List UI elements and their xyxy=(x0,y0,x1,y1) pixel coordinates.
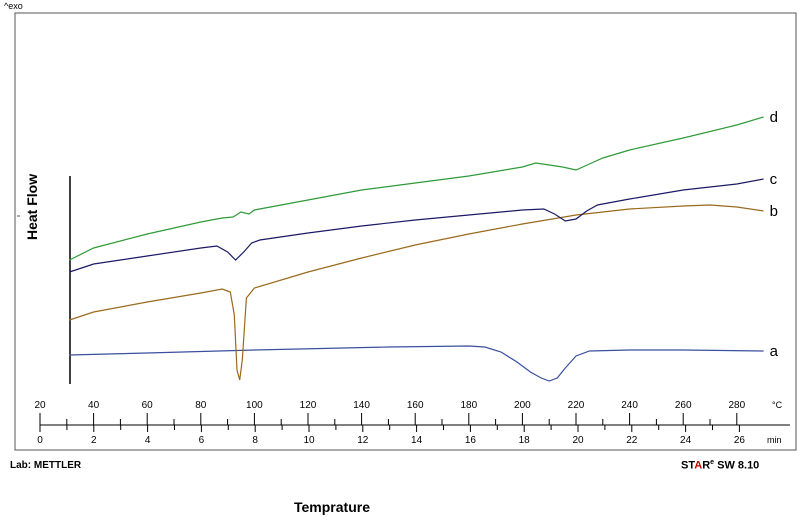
series-d-label: d xyxy=(770,109,778,126)
top-axis-ticks: 20 40 60 80 100 120 140 160 180 200 220 240 260 280 xyxy=(34,400,746,425)
bottom-axis-ticks: 0 2 4 6 8 10 12 14 16 18 20 22 24 26 xyxy=(37,425,745,446)
series-d-line xyxy=(69,116,764,261)
top-tick-label-220: 220 xyxy=(568,400,585,411)
bottom-tick-label-2: 2 xyxy=(91,435,97,446)
top-tick-label-100: 100 xyxy=(246,400,263,411)
series-b-label: b xyxy=(770,203,778,220)
bottom-tick-label-6: 6 xyxy=(199,435,205,446)
bottom-tick-label-22: 22 xyxy=(626,435,638,446)
bottom-tick-label-4: 4 xyxy=(145,435,151,446)
software-prefix: ST xyxy=(681,459,695,472)
bottom-tick-label-26: 26 xyxy=(734,435,746,446)
lab-label: Lab: METTLER xyxy=(10,460,82,471)
top-tick-label-120: 120 xyxy=(300,400,317,411)
bottom-tick-label-12: 12 xyxy=(357,435,369,446)
series-labels: a bc d xyxy=(770,109,779,360)
bottom-tick-label-24: 24 xyxy=(680,435,692,446)
top-tick-label-200: 200 xyxy=(514,400,531,411)
top-tick-label-60: 60 xyxy=(142,400,154,411)
software-version: SW 8.10 xyxy=(714,459,760,472)
bottom-tick-label-8: 8 xyxy=(252,435,258,446)
bottom-tick-label-10: 10 xyxy=(303,435,315,446)
bottom-tick-label-14: 14 xyxy=(411,435,423,446)
x-axis-label: Temprature xyxy=(294,499,370,515)
bottom-tick-label-20: 20 xyxy=(572,435,584,446)
bottom-tick-label-18: 18 xyxy=(519,435,531,446)
software-super: e xyxy=(710,459,715,466)
series-a-line xyxy=(69,345,764,382)
software-suffix: R xyxy=(702,459,711,472)
bottom-axis-unit: min xyxy=(767,435,782,445)
top-tick-label-240: 240 xyxy=(621,400,638,411)
top-tick-label-280: 280 xyxy=(728,400,745,411)
top-tick-label-180: 180 xyxy=(460,400,477,411)
exo-label: ^exo xyxy=(4,1,23,11)
series-b-line xyxy=(69,204,764,381)
plot-frame xyxy=(14,12,797,451)
software-label: STARe SW 8.10 xyxy=(681,459,759,472)
series-a-label: a xyxy=(770,343,779,360)
top-tick-label-160: 160 xyxy=(407,400,424,411)
top-tick-label-40: 40 xyxy=(88,400,100,411)
bottom-tick-label-16: 16 xyxy=(465,435,477,446)
series-c-line xyxy=(69,178,764,273)
bottom-tick-label-0: 0 xyxy=(37,435,43,446)
top-tick-label-80: 80 xyxy=(195,400,207,411)
top-axis-unit: °C xyxy=(772,400,783,410)
series-c-label: c xyxy=(770,171,778,188)
y-axis-label: Heat Flow xyxy=(24,173,40,240)
top-tick-label-20: 20 xyxy=(34,400,46,411)
software-accent: A xyxy=(694,459,703,472)
series-layer xyxy=(69,116,764,382)
top-tick-label-260: 260 xyxy=(675,400,692,411)
top-tick-label-140: 140 xyxy=(353,400,370,411)
